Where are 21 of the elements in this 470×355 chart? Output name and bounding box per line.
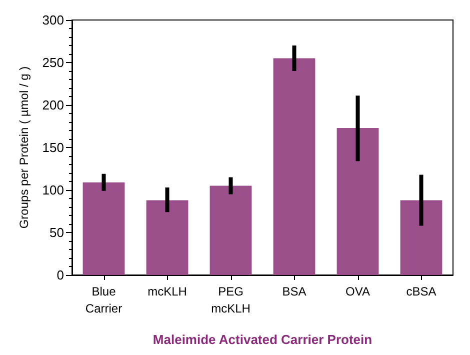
x-tick-label: OVA	[346, 284, 370, 298]
x-tick-label: cBSA	[406, 284, 436, 298]
bar	[146, 200, 188, 275]
x-tick-label: Blue Carrier	[85, 284, 122, 316]
y-tick-label: 0	[56, 268, 64, 282]
x-tick-label: BSA	[282, 284, 306, 298]
y-tick-label: 300	[42, 12, 64, 28]
x-tick-label: PEG mcKLH	[211, 284, 250, 316]
y-tick-label: 250	[42, 55, 64, 70]
bar	[273, 58, 316, 275]
bar	[336, 128, 379, 275]
y-tick-label: 100	[42, 182, 64, 198]
bar	[210, 186, 252, 275]
y-tick-label: 50	[50, 225, 64, 240]
y-tick-label: 200	[42, 98, 64, 112]
bar	[82, 182, 125, 275]
bar	[400, 200, 442, 275]
x-tick-label: mcKLH	[148, 284, 187, 298]
y-tick-label: 150	[42, 140, 64, 155]
y-axis-title: Groups per Protein ( µmol / g )	[17, 66, 31, 229]
x-axis-title: Maleimide Activated Carrier Protein	[152, 332, 372, 347]
